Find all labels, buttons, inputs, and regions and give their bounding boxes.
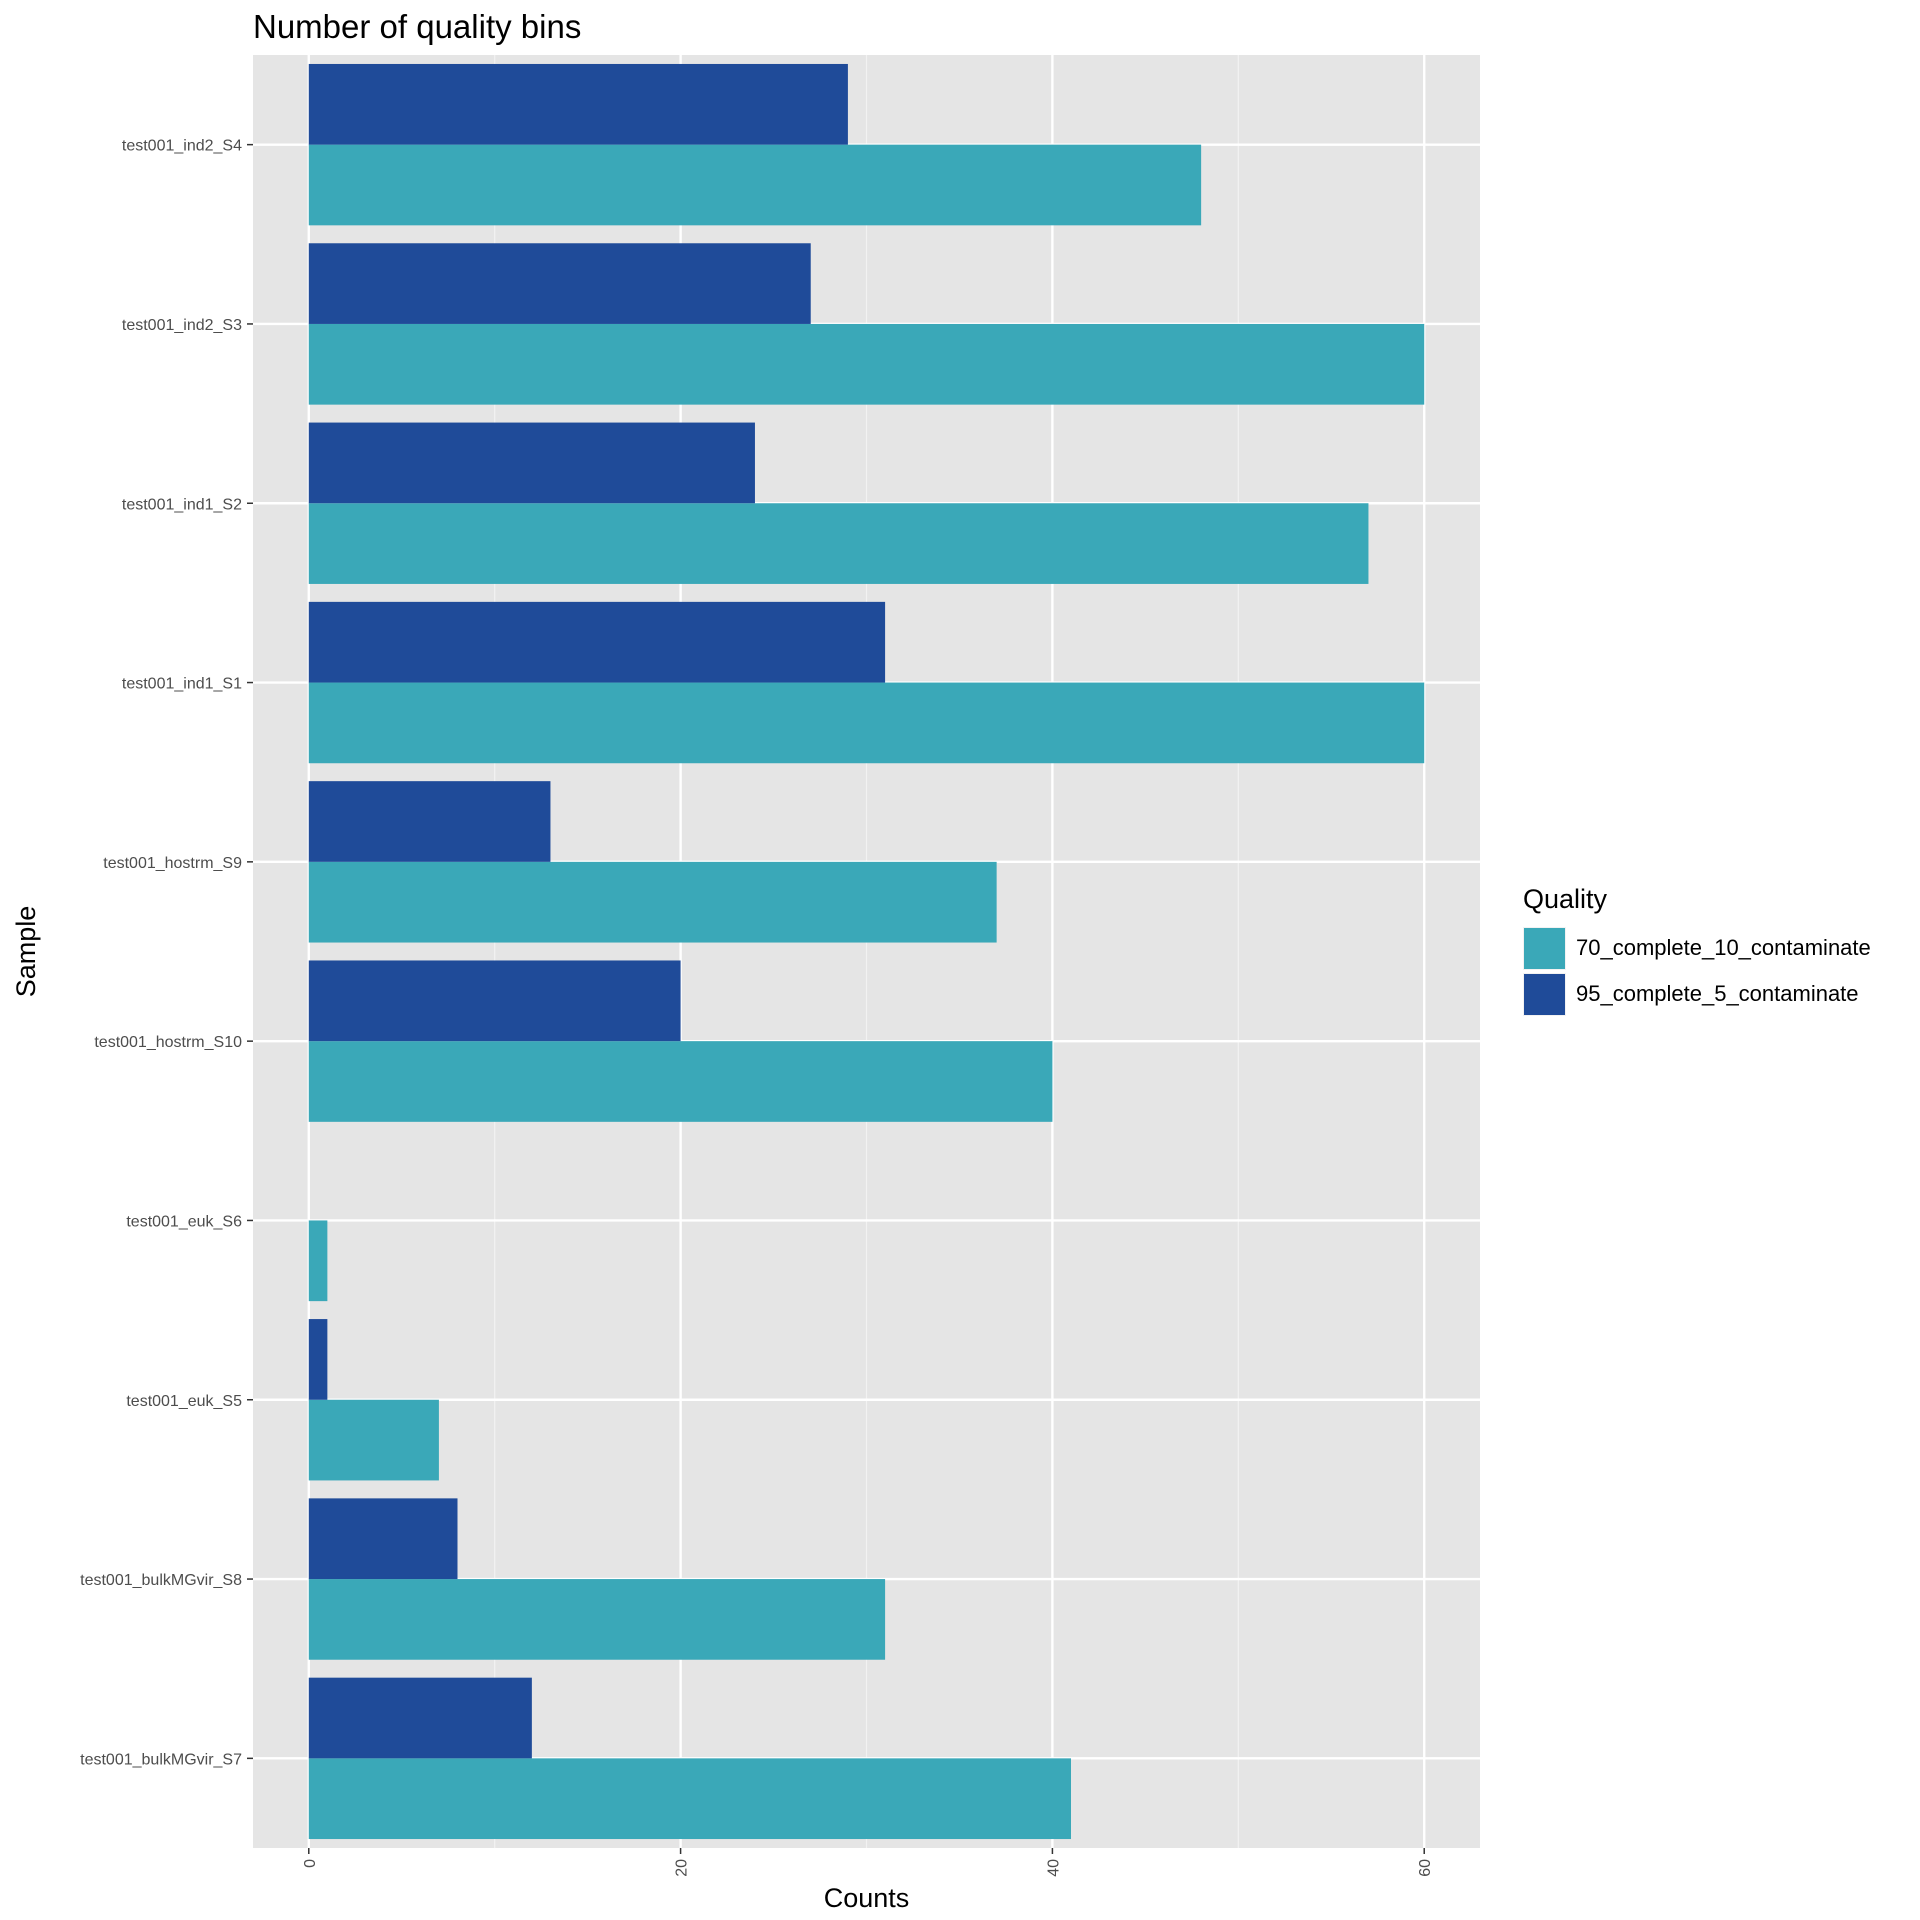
- bar-95-complete: [308, 601, 886, 683]
- y-tick-label: test001_euk_S6: [126, 1213, 242, 1230]
- legend: Quality 70_complete_10_contaminate 95_co…: [1523, 884, 1871, 1017]
- axes: test001_bulkMGvir_S7 test001_bulkMGvir_S8…: [80, 138, 1434, 1877]
- bar-70-complete: [308, 682, 1425, 764]
- bar-70-complete: [308, 1220, 328, 1302]
- bar-70-complete: [308, 1041, 1053, 1122]
- x-tick-label: 60: [1417, 1859, 1434, 1877]
- chart-title: Number of quality bins: [253, 8, 582, 45]
- x-tick-label: 20: [674, 1859, 691, 1877]
- bar-95-complete: [308, 781, 551, 862]
- y-tick-label: test001_bulkMGvir_S8: [80, 1572, 242, 1589]
- legend-item-70-complete: 70_complete_10_contaminate: [1523, 925, 1871, 971]
- bar-95-complete: [308, 422, 755, 504]
- legend-title: Quality: [1523, 884, 1608, 914]
- bar-70-complete: [308, 1579, 886, 1660]
- legend-label: 70_complete_10_contaminate: [1576, 935, 1871, 960]
- bars: [308, 63, 1425, 1840]
- legend-item-95-complete: 95_complete_5_contaminate: [1523, 971, 1871, 1017]
- y-tick-label: test001_euk_S5: [126, 1393, 242, 1410]
- y-tick-label: test001_ind1_S2: [122, 496, 242, 513]
- bar-70-complete: [308, 1758, 1072, 1840]
- y-tick-label: test001_ind1_S1: [122, 676, 242, 693]
- bar-70-complete: [308, 1399, 439, 1481]
- legend-key-swatch: [1523, 972, 1566, 1016]
- legend-key-swatch: [1523, 926, 1566, 970]
- bar-95-complete: [308, 1319, 328, 1400]
- y-axis-title: Sample: [11, 906, 41, 998]
- legend-label: 95_complete_5_contaminate: [1576, 981, 1859, 1006]
- bar-70-complete: [308, 144, 1202, 226]
- y-tick-label: test001_hostrm_S9: [103, 855, 242, 872]
- bar-95-complete: [308, 63, 848, 145]
- bar-95-complete: [308, 960, 681, 1042]
- bar-95-complete: [308, 1498, 458, 1580]
- y-tick-label: test001_bulkMGvir_S7: [80, 1751, 242, 1768]
- y-tick-label: test001_ind2_S4: [122, 138, 242, 155]
- y-tick-label: test001_ind2_S3: [122, 317, 242, 334]
- x-tick-label: 40: [1045, 1859, 1062, 1877]
- bar-70-complete: [308, 323, 1425, 405]
- y-tick-label: test001_hostrm_S10: [94, 1034, 242, 1051]
- x-axis-title: Counts: [824, 1883, 910, 1913]
- bar-70-complete: [308, 861, 997, 943]
- bar-95-complete: [308, 243, 811, 324]
- bar-95-complete: [308, 1677, 532, 1759]
- bar-70-complete: [308, 503, 1369, 584]
- x-tick-label: 0: [302, 1859, 319, 1868]
